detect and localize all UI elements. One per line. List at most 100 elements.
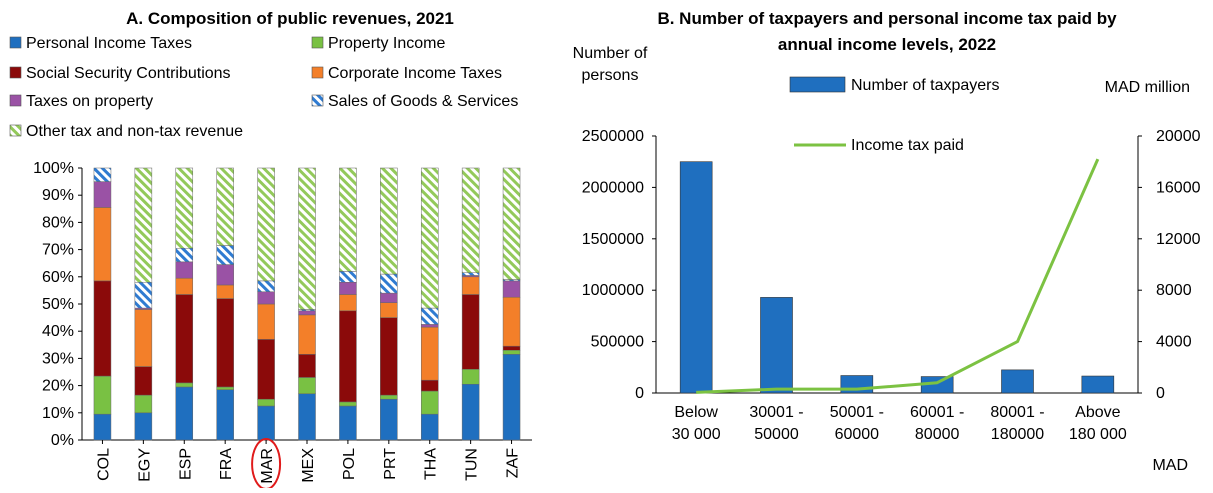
- panel-b-left-tick-label: 1500000: [582, 231, 644, 248]
- bar-mex-social-security-contributions: [298, 354, 316, 378]
- x-label-fra: FRA: [218, 448, 235, 480]
- bar-fra-social-security-contributions: [216, 298, 234, 388]
- bar-fra-taxes-on-property: [216, 264, 234, 286]
- panel-a-bars: [93, 167, 521, 444]
- panel-b-right-axis-label: MAD million: [1105, 79, 1190, 96]
- x-label-prt: PRT: [382, 448, 399, 480]
- panel-a-y-tick-label: 50%: [42, 296, 74, 313]
- bar-esp-property-income: [175, 382, 194, 388]
- legend-swatch-personal-income-taxes: [9, 36, 22, 49]
- panel-b-title-line1: B. Number of taxpayers and personal inco…: [657, 9, 1117, 28]
- bar-mex-corporate-income-taxes: [298, 314, 316, 355]
- x-label-pol: POL: [341, 448, 358, 480]
- legend-swatch-taxes-on-property: [9, 94, 22, 107]
- taxpayers-bar-2: [760, 297, 793, 394]
- panel-b-left-tick-label: 500000: [591, 334, 644, 351]
- panel-a-y-tick-label: 10%: [42, 405, 74, 422]
- panel-a: A. Composition of public revenues, 2021 …: [9, 9, 532, 490]
- bar-tha-personal-income-taxes: [420, 413, 439, 441]
- panel-b-x-label-line1: 30001 -: [749, 404, 803, 421]
- bar-fra-personal-income-taxes: [216, 389, 234, 441]
- legend-swatch-corporate-income-taxes: [311, 66, 324, 79]
- legend-label-corporate-income-taxes: Corporate Income Taxes: [328, 65, 502, 82]
- panel-b-x-label-line1: 80001 -: [990, 404, 1044, 421]
- bar-esp-taxes-on-property: [175, 261, 194, 279]
- x-label-mex: MEX: [300, 448, 317, 483]
- bar-tun-property-income: [461, 369, 480, 385]
- legend-label-other-tax-and-non-tax-revenue: Other tax and non-tax revenue: [26, 123, 243, 140]
- bar-tha-corporate-income-taxes: [420, 326, 439, 381]
- bar-tha-social-security-contributions: [420, 379, 439, 392]
- bar-zaf-corporate-income-taxes: [502, 296, 521, 347]
- x-label-mar: MAR: [259, 448, 276, 484]
- x-label-tha: THA: [423, 448, 440, 480]
- panel-b-right-tick-label: 4000: [1156, 334, 1192, 351]
- panel-b-x-label-line1: Below: [674, 404, 718, 421]
- panel-b-left-axis-label-line1: Number of: [573, 45, 648, 62]
- bar-pol-corporate-income-taxes: [339, 294, 357, 312]
- bar-prt-personal-income-taxes: [380, 398, 398, 441]
- bar-fra-other-tax-and-non-tax-revenue: [216, 167, 234, 246]
- legend-swatch-property-income: [311, 36, 324, 49]
- bar-egy-other-tax-and-non-tax-revenue: [134, 167, 153, 283]
- bar-fra-property-income: [216, 386, 234, 390]
- legend-swatch-other-tax-and-non-tax-revenue: [9, 124, 22, 137]
- panel-b-x-axis-label: MAD: [1152, 457, 1188, 474]
- panel-b-x-label-line2: 30 000: [672, 426, 721, 443]
- bar-pol-other-tax-and-non-tax-revenue: [339, 167, 357, 272]
- bar-prt-other-tax-and-non-tax-revenue: [380, 167, 398, 275]
- panel-b-left-tick-label: 2000000: [582, 179, 644, 196]
- panel-b-x-label-line1: 60001 -: [910, 404, 964, 421]
- panel-b-legend: Number of taxpayers Income tax paid: [789, 76, 1000, 154]
- legend-swatch-sales-of-goods-services: [311, 94, 324, 107]
- panel-b-axes: 0 500000 1000000 1500000 2000000 2500000 0 4000…: [573, 45, 1201, 474]
- x-label-zaf: ZAF: [505, 448, 522, 478]
- panel-a-y-tick-label: 0%: [51, 432, 74, 449]
- bar-prt-sales-of-goods-services: [380, 273, 398, 294]
- x-label-col: COL: [95, 448, 112, 481]
- bar-pol-taxes-on-property: [339, 281, 357, 295]
- panel-a-title: A. Composition of public revenues, 2021: [126, 9, 454, 28]
- bar-tun-other-tax-and-non-tax-revenue: [461, 167, 480, 273]
- bar-prt-corporate-income-taxes: [380, 302, 398, 318]
- panel-b-x-label-line2: 80000: [915, 426, 960, 443]
- bar-esp-other-tax-and-non-tax-revenue: [175, 167, 194, 249]
- bar-prt-taxes-on-property: [380, 292, 398, 303]
- panel-b-x-labels: Below 30 000 30001 - 50000 50001 - 60000 60001…: [672, 404, 1127, 443]
- panel-b-left-tick-label: 2500000: [582, 128, 644, 145]
- bar-mex-other-tax-and-non-tax-revenue: [298, 167, 316, 310]
- panel-a-y-tick-label: 40%: [42, 323, 74, 340]
- x-label-tun: TUN: [464, 448, 481, 481]
- panel-a-y-tick-label: 100%: [33, 160, 74, 177]
- panel-b-right-tick-label: 12000: [1156, 231, 1201, 248]
- bar-egy-sales-of-goods-services: [134, 281, 153, 309]
- panel-b-x-label-line2: 50000: [754, 426, 799, 443]
- bar-tha-sales-of-goods-services: [420, 307, 439, 325]
- bar-col-taxes-on-property: [93, 181, 112, 208]
- bar-pol-property-income: [339, 401, 357, 407]
- income-tax-paid-line: [696, 158, 1100, 394]
- panel-a-legend: Personal Income Taxes Property Income Soci…: [9, 35, 518, 140]
- bar-prt-property-income: [380, 394, 398, 400]
- bar-egy-personal-income-taxes: [134, 412, 153, 441]
- bar-mar-personal-income-taxes: [257, 405, 275, 441]
- panel-a-y-tick-label: 20%: [42, 378, 74, 395]
- bar-tun-social-security-contributions: [461, 294, 480, 370]
- panel-a-x-labels: COL EGY ESP FRA MAR MEX POL PRT THA TUN ZAF: [95, 438, 522, 490]
- bar-tun-personal-income-taxes: [461, 383, 480, 441]
- bar-col-property-income: [93, 375, 112, 415]
- bar-tun-sales-of-goods-services: [461, 272, 480, 276]
- panel-b-x-label-line2: 180000: [991, 426, 1044, 443]
- panel-b: B. Number of taxpayers and personal inco…: [573, 9, 1201, 474]
- legend-label-taxes-on-property: Taxes on property: [26, 93, 153, 110]
- bar-tha-other-tax-and-non-tax-revenue: [420, 167, 439, 309]
- panel-a-y-tick-label: 80%: [42, 214, 74, 231]
- bar-zaf-personal-income-taxes: [502, 354, 521, 441]
- panel-a-axes: 0% 10% 20% 30% 40% 50% 60% 70% 80% 90% 100%: [33, 160, 532, 449]
- panel-b-x-label-line2: 180 000: [1069, 426, 1127, 443]
- bar-pol-sales-of-goods-services: [339, 271, 357, 283]
- bar-pol-personal-income-taxes: [339, 405, 357, 441]
- bar-egy-property-income: [134, 394, 153, 414]
